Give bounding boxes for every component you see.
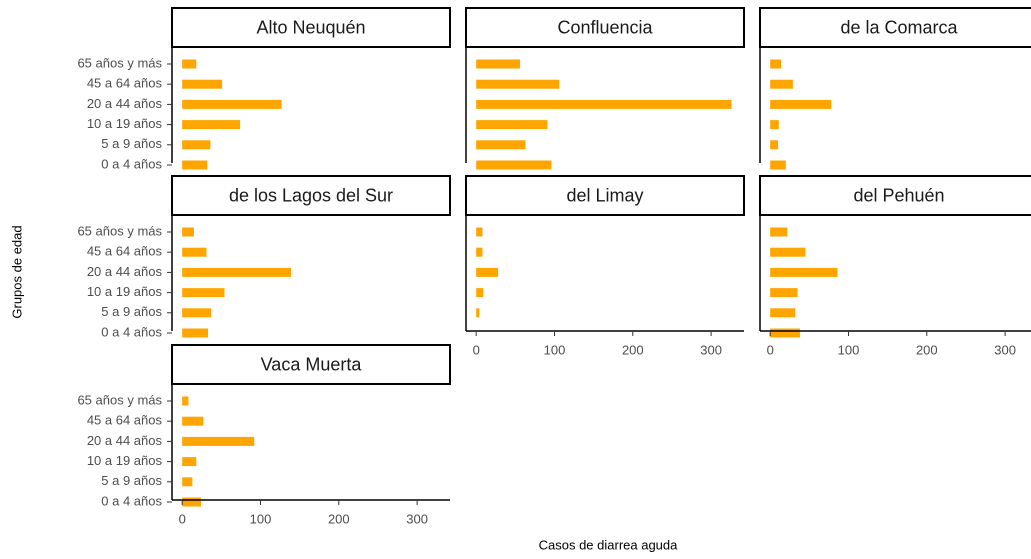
facet-strip (759, 7, 1031, 48)
bar (770, 288, 798, 298)
bar (770, 120, 779, 130)
y-tick-label: 65 años y más (77, 55, 162, 70)
bar (182, 457, 197, 467)
bar (476, 247, 483, 257)
bar (182, 308, 212, 318)
bar (182, 140, 211, 150)
y-tick-label: 20 a 44 años (87, 264, 163, 279)
bar (476, 227, 483, 237)
x-tick-label: 0 (473, 342, 480, 357)
facet-title: de los Lagos del Sur (229, 185, 393, 205)
bar (182, 247, 207, 257)
x-axis-label: Casos de diarrea aguda (539, 537, 679, 552)
bar (770, 99, 832, 109)
bar (182, 99, 282, 109)
bar (476, 160, 552, 170)
bar (476, 79, 560, 89)
bar (770, 328, 800, 338)
x-tick-label: 200 (622, 342, 644, 357)
bar (182, 120, 241, 130)
bar (182, 396, 189, 406)
y-tick-label: 10 a 19 años (87, 116, 163, 131)
x-tick-label: 300 (994, 342, 1016, 357)
x-tick-label: 300 (406, 511, 428, 526)
y-tick-label: 0 a 4 años (101, 493, 162, 508)
bar (770, 59, 782, 69)
x-tick-label: 0 (767, 342, 774, 357)
bar (770, 308, 796, 318)
y-tick-label: 45 a 64 años (87, 413, 163, 428)
y-tick-label: 45 a 64 años (87, 76, 163, 91)
y-tick-label: 5 a 9 años (101, 304, 162, 319)
bar (182, 436, 255, 446)
bar (476, 99, 732, 109)
x-tick-label: 100 (544, 342, 566, 357)
facet-strip (759, 175, 1031, 216)
y-tick-label: 65 años y más (77, 392, 162, 407)
bar (182, 267, 292, 277)
bar (770, 79, 793, 89)
bar (770, 140, 779, 150)
bar (182, 477, 193, 487)
bar (476, 308, 480, 318)
bar (182, 497, 201, 507)
bar (770, 247, 806, 257)
x-tick-label: 0 (179, 511, 186, 526)
y-tick-label: 0 a 4 años (101, 324, 162, 339)
x-tick-label: 200 (328, 511, 350, 526)
facet-title: del Pehuén (853, 185, 944, 205)
bar (182, 59, 197, 69)
bar (182, 328, 209, 338)
bar (476, 288, 484, 298)
x-tick-label: 300 (700, 342, 722, 357)
y-tick-label: 5 a 9 años (101, 136, 162, 151)
facet-strip (171, 7, 451, 48)
bar (182, 227, 194, 237)
bar (476, 59, 521, 69)
bar (770, 160, 786, 170)
facet-title: Confluencia (557, 17, 653, 37)
y-tick-label: 5 a 9 años (101, 473, 162, 488)
y-tick-label: 10 a 19 años (87, 284, 163, 299)
y-tick-label: 10 a 19 años (87, 453, 163, 468)
y-tick-label: 20 a 44 años (87, 96, 163, 111)
facet-title: Vaca Muerta (261, 354, 363, 374)
facet-title: del Limay (566, 185, 643, 205)
facet-strip (465, 175, 745, 216)
bar (182, 79, 223, 89)
bar (476, 267, 499, 277)
facet-strip (171, 175, 451, 216)
facet-title: Alto Neuquén (256, 17, 365, 37)
x-tick-label: 200 (916, 342, 938, 357)
facet-title: de la Comarca (840, 17, 958, 37)
y-axis-label: Grupos de edad (9, 225, 24, 318)
y-tick-label: 20 a 44 años (87, 433, 163, 448)
bar (770, 267, 838, 277)
bar (476, 140, 526, 150)
y-tick-label: 0 a 4 años (101, 156, 162, 171)
bar (182, 288, 225, 298)
facet-strip (465, 7, 745, 48)
bar (770, 227, 788, 237)
x-tick-label: 100 (838, 342, 860, 357)
bar (476, 120, 548, 130)
y-tick-label: 45 a 64 años (87, 244, 163, 259)
facet-strip (171, 344, 451, 385)
bar (182, 160, 208, 170)
bar (182, 416, 204, 426)
x-tick-label: 100 (250, 511, 272, 526)
y-tick-label: 65 años y más (77, 223, 162, 238)
